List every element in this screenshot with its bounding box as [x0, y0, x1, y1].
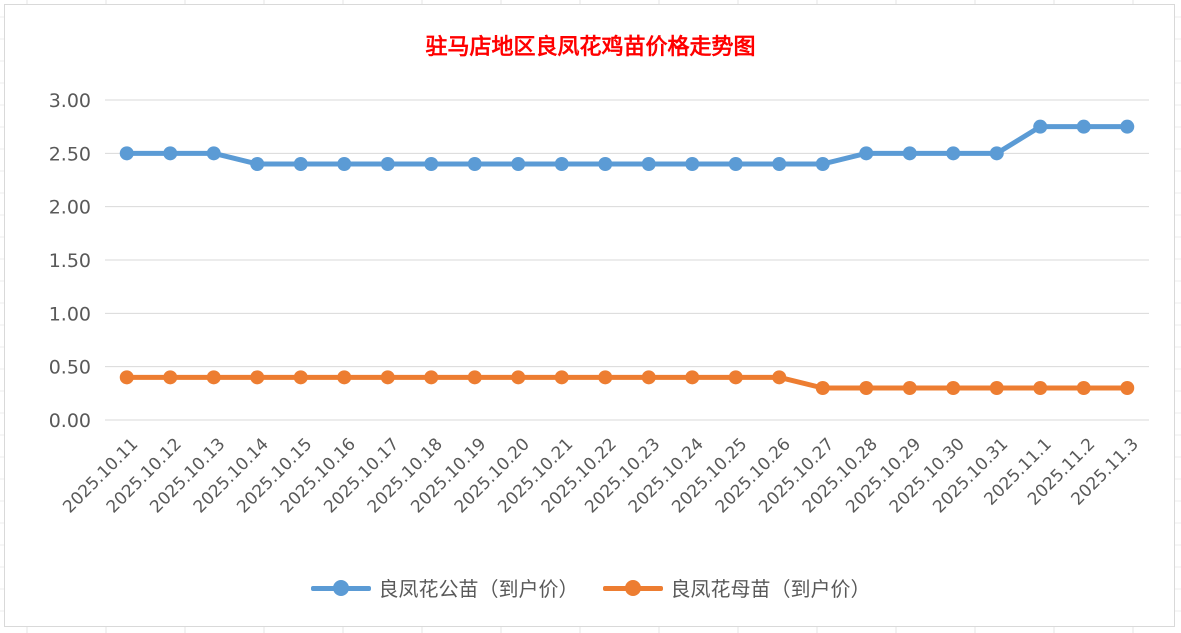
data-point-0[interactable]: [293, 157, 308, 171]
legend-label-rooster: 良凤花公苗（到户价）: [378, 577, 579, 601]
y-tick-label: 1.00: [49, 303, 91, 325]
data-point-1[interactable]: [337, 370, 352, 385]
y-tick-label: 0.50: [49, 357, 91, 379]
data-point-0[interactable]: [337, 157, 352, 171]
series-line-0[interactable]: [124, 124, 1130, 167]
data-point-0[interactable]: [815, 157, 830, 171]
data-point-1[interactable]: [989, 381, 1004, 395]
data-point-1[interactable]: [1033, 381, 1048, 395]
data-point-0[interactable]: [989, 146, 1004, 161]
legend-marker-hen-icon: [602, 578, 663, 598]
data-point-1[interactable]: [728, 370, 743, 385]
data-point-1[interactable]: [902, 381, 917, 395]
data-point-1[interactable]: [815, 381, 830, 395]
data-point-1[interactable]: [511, 370, 526, 385]
data-point-0[interactable]: [902, 146, 917, 161]
data-point-0[interactable]: [380, 157, 395, 171]
data-point-1[interactable]: [685, 370, 700, 385]
y-tick-label: 2.50: [49, 143, 91, 165]
data-point-0[interactable]: [206, 146, 221, 161]
series-line-1[interactable]: [124, 374, 1130, 391]
data-point-1[interactable]: [424, 370, 439, 385]
plot-area: 0.000.501.001.502.002.503.002025.10.1120…: [49, 90, 1149, 517]
chart-area[interactable]: 驻马店地区良凤花鸡苗价格走势图 0.00 0.50 1.00 1.50 2.00 2.50…: [4, 4, 1175, 627]
data-point-1[interactable]: [380, 370, 395, 385]
data-point-0[interactable]: [685, 157, 700, 171]
data-point-0[interactable]: [859, 146, 874, 161]
data-point-0[interactable]: [641, 157, 656, 171]
data-point-1[interactable]: [641, 370, 656, 385]
chart-title: 驻马店地区良凤花鸡苗价格走势图: [425, 34, 756, 60]
data-point-1[interactable]: [554, 370, 569, 385]
data-point-0[interactable]: [772, 157, 787, 171]
data-point-1[interactable]: [293, 370, 308, 385]
data-point-1[interactable]: [1120, 381, 1135, 395]
data-point-1[interactable]: [598, 370, 613, 385]
data-point-1[interactable]: [946, 381, 961, 395]
y-tick-label: 2.00: [49, 197, 91, 219]
y-tick-label: 3.00: [49, 90, 91, 112]
data-point-1[interactable]: [119, 370, 134, 385]
data-point-1[interactable]: [206, 370, 221, 385]
data-point-0[interactable]: [728, 157, 743, 171]
y-tick-label: 1.50: [49, 250, 91, 272]
data-point-0[interactable]: [946, 146, 961, 161]
data-point-0[interactable]: [119, 146, 134, 161]
legend-label-hen: 良凤花母苗（到户价）: [670, 577, 871, 601]
data-point-0[interactable]: [1033, 119, 1048, 134]
legend-item-rooster: 良凤花公苗（到户价）: [310, 573, 579, 602]
data-point-1[interactable]: [467, 370, 482, 385]
legend-marker-rooster-icon: [310, 578, 371, 598]
data-point-0[interactable]: [467, 157, 482, 171]
legend-item-hen: 良凤花母苗（到户价）: [602, 573, 871, 602]
data-point-0[interactable]: [1120, 119, 1135, 134]
y-tick-label: 0.00: [49, 410, 91, 432]
data-point-1[interactable]: [250, 370, 265, 385]
data-point-0[interactable]: [511, 157, 526, 171]
data-point-0[interactable]: [1076, 119, 1091, 134]
data-point-1[interactable]: [1076, 381, 1091, 395]
data-point-0[interactable]: [424, 157, 439, 171]
data-point-0[interactable]: [163, 146, 178, 161]
data-point-1[interactable]: [772, 370, 787, 385]
data-point-1[interactable]: [163, 370, 178, 385]
data-point-0[interactable]: [598, 157, 613, 171]
data-point-0[interactable]: [554, 157, 569, 171]
legend: 良凤花公苗（到户价） 良凤花母苗（到户价）: [5, 573, 1176, 602]
data-point-1[interactable]: [859, 381, 874, 395]
data-point-0[interactable]: [250, 157, 265, 171]
